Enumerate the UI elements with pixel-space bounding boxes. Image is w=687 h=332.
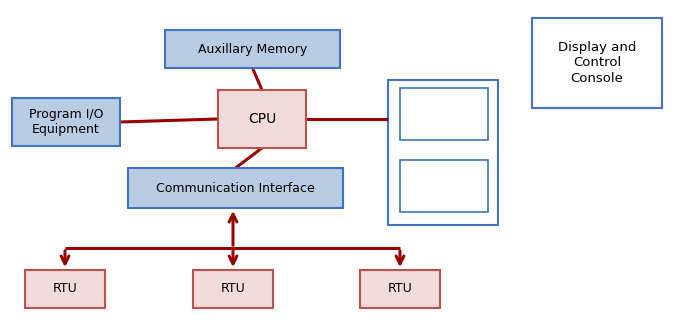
Bar — [360, 270, 440, 308]
Text: Communication Interface: Communication Interface — [156, 182, 315, 195]
Text: Display and
Control
Console: Display and Control Console — [558, 42, 636, 85]
Bar — [400, 160, 488, 212]
Text: Program I/O
Equipment: Program I/O Equipment — [29, 108, 103, 136]
Bar — [25, 270, 105, 308]
Bar — [193, 270, 273, 308]
Bar — [532, 18, 662, 108]
Bar — [218, 90, 306, 148]
Text: Auxillary Memory: Auxillary Memory — [198, 42, 307, 55]
Bar — [388, 80, 498, 225]
Text: RTU: RTU — [387, 283, 412, 295]
Text: RTU: RTU — [221, 283, 245, 295]
Bar — [128, 168, 343, 208]
Bar — [12, 98, 120, 146]
Text: CPU: CPU — [248, 112, 276, 126]
Bar — [165, 30, 340, 68]
Bar — [400, 88, 488, 140]
Text: RTU: RTU — [53, 283, 78, 295]
